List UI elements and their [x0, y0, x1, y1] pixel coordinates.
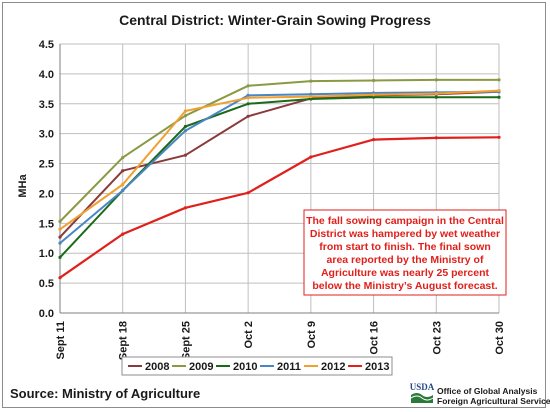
data-point-2008 — [121, 169, 125, 173]
data-point-2012 — [246, 96, 250, 100]
data-point-2009 — [309, 79, 313, 83]
data-point-2013 — [309, 155, 313, 159]
annotation-line-6: below the Ministry’s August forecast. — [312, 280, 497, 292]
y-tick-label: 4.0 — [39, 69, 54, 81]
x-tick-label: Oct 9 — [306, 321, 318, 349]
y-tick-label: 3.5 — [39, 99, 54, 111]
series-2012 — [58, 89, 501, 231]
agency-name: Office of Global Analysis Foreign Agricu… — [437, 386, 550, 406]
data-point-2009 — [121, 156, 125, 160]
y-tick-label: 1.0 — [39, 248, 54, 260]
data-point-2013 — [183, 206, 187, 210]
data-point-2011 — [246, 93, 250, 97]
agency-line-1: Office of Global Analysis — [437, 386, 538, 396]
annotation-line-5: Agriculture was nearly 25 percent — [321, 267, 490, 279]
data-point-2013 — [434, 136, 438, 140]
annotation-background — [303, 209, 507, 296]
legend-label-2012: 2012 — [321, 361, 345, 373]
y-axis-label: MHa — [17, 174, 29, 198]
annotation-line-1: The fall sowing campaign in the Central — [306, 215, 504, 227]
data-point-2011 — [121, 188, 125, 193]
data-point-2013 — [497, 135, 501, 139]
x-tick-label: Oct 30 — [494, 321, 506, 355]
data-point-2010 — [183, 124, 187, 129]
data-point-2012 — [309, 95, 313, 99]
series-2013 — [58, 135, 501, 280]
annotation-line-4: area reported by the Ministry of — [327, 254, 484, 266]
x-tick-label: Sept 25 — [180, 321, 192, 360]
x-tick-label: Oct 23 — [431, 321, 443, 355]
data-point-2010 — [246, 102, 250, 106]
chart-title: Central District: Winter-Grain Sowing Pr… — [119, 12, 431, 28]
data-point-2012 — [434, 92, 438, 96]
legend-box — [121, 356, 393, 376]
series-lines — [58, 78, 501, 280]
y-tick-label: 0.5 — [39, 278, 54, 290]
data-point-2012 — [58, 227, 62, 231]
annotation-box: The fall sowing campaign in the Central … — [303, 209, 507, 296]
data-point-2010 — [58, 255, 62, 259]
y-tick-label: 3.0 — [39, 129, 54, 141]
data-point-2012 — [497, 89, 501, 93]
data-point-2012 — [372, 93, 376, 97]
annotation-line-2: District was hampered by wet weather — [310, 228, 500, 240]
legend-label-2008: 2008 — [145, 361, 169, 373]
x-tick-label: Sept 11 — [55, 321, 67, 360]
series-line-2012 — [59, 89, 500, 231]
data-point-2009 — [434, 78, 438, 82]
series-line-2011 — [59, 90, 500, 244]
data-point-2008 — [183, 153, 187, 157]
legend-label-2013: 2013 — [365, 361, 389, 373]
y-tick-label: 0.0 — [39, 308, 54, 320]
data-point-2013 — [246, 191, 250, 195]
data-point-2010 — [497, 95, 501, 99]
data-point-2011 — [309, 92, 313, 96]
y-tick-label: 4.5 — [39, 39, 54, 51]
legend-label-2011: 2011 — [277, 361, 301, 373]
data-point-2010 — [309, 97, 313, 101]
data-point-2013 — [58, 276, 62, 280]
x-tick-label: Oct 2 — [243, 321, 255, 349]
data-point-2013 — [121, 232, 125, 236]
series-line-2009 — [59, 78, 499, 223]
legend: 2008 2009 2010 2011 2012 2013 — [121, 356, 393, 376]
data-point-2012 — [121, 182, 125, 187]
data-point-2009 — [372, 78, 376, 83]
y-tick-label: 2.0 — [39, 188, 54, 200]
usda-branding: USDA Office of Global Analysis Foreign A… — [409, 381, 550, 409]
x-tick-label: Oct 16 — [369, 321, 381, 355]
annotation-line-3: from start to finish. The final sown — [319, 241, 491, 253]
data-point-2009 — [497, 78, 501, 82]
source-note: Source: Ministry of Agriculture — [10, 386, 201, 401]
data-point-2009 — [58, 219, 62, 224]
series-2009 — [58, 78, 501, 224]
data-point-2008 — [58, 235, 62, 239]
data-point-2012 — [183, 109, 187, 113]
legend-label-2009: 2009 — [189, 361, 213, 373]
data-point-2009 — [183, 114, 187, 118]
series-line-2013 — [59, 136, 500, 279]
legend-label-2010: 2010 — [233, 361, 257, 373]
usda-logo-text: USDA — [410, 382, 435, 392]
agency-line-2: Foreign Agricultural Service — [437, 396, 550, 406]
y-tick-label: 1.5 — [39, 218, 54, 230]
y-tick-label: 2.5 — [39, 159, 54, 171]
data-point-2013 — [372, 138, 376, 142]
axes: 0.0 0.5 1.0 1.5 2.0 2.5 3.0 3.5 4.0 4.5 Sept 11 Sep… — [39, 39, 506, 360]
data-point-2011 — [58, 241, 62, 245]
x-tick-label: Sept 18 — [118, 321, 130, 360]
data-point-2010 — [372, 95, 376, 99]
data-point-2008 — [246, 114, 250, 118]
data-point-2009 — [246, 84, 250, 88]
data-point-2011 — [183, 129, 187, 133]
usda-logo-icon: USDA — [410, 382, 435, 403]
data-point-2010 — [434, 95, 438, 99]
